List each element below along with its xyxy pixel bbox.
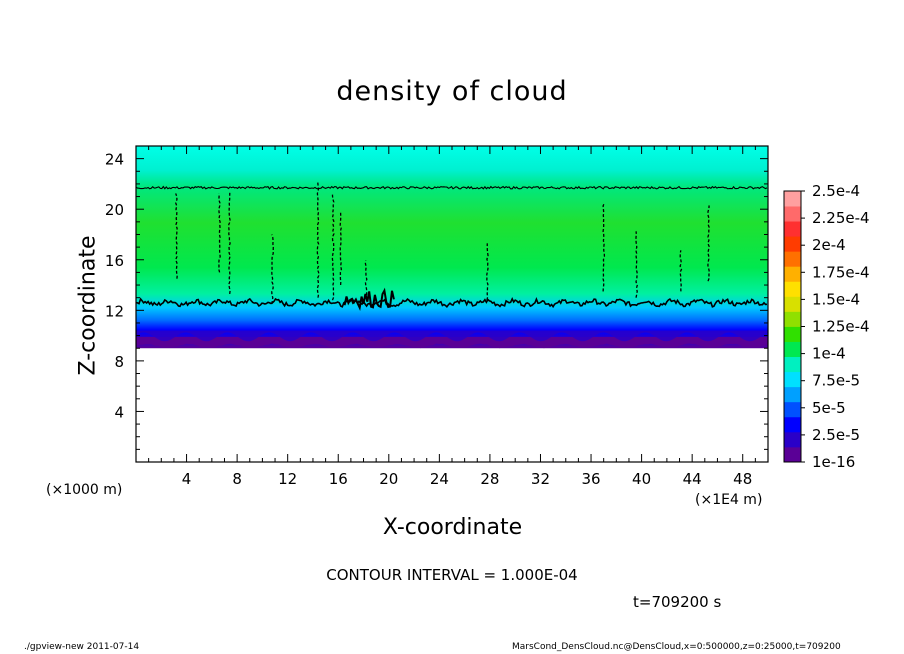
x-tick-label: 24 (430, 470, 449, 488)
colorbar-label: 1.75e-4 (812, 263, 870, 281)
x-tick-label: 44 (683, 470, 702, 488)
contour-streak (339, 212, 343, 286)
time-label: t=709200 s (633, 593, 722, 611)
x-tick-label: 32 (531, 470, 550, 488)
colorbar-label: 5e-5 (812, 399, 846, 417)
colorbar-swatch (784, 281, 801, 297)
y-tick-label: 16 (105, 252, 124, 270)
x-tick-label: 40 (632, 470, 651, 488)
contour-streak (175, 193, 178, 279)
footer-right: MarsCond_DensCloud.nc@DensCloud,x=0:5000… (512, 642, 841, 652)
contour-streak (331, 192, 335, 301)
colorbar-swatch (784, 206, 801, 222)
colorbar-swatch (784, 341, 801, 358)
footer-left: ./gpview-new 2011-07-14 (24, 642, 140, 652)
x-tick-label: 12 (278, 470, 297, 488)
contour-streak (271, 234, 274, 305)
contour-streak (679, 250, 683, 292)
colorbar-swatch (784, 296, 801, 312)
x-tick-label: 20 (379, 470, 398, 488)
colorbar-swatch (784, 446, 801, 463)
cloud-lower-band (136, 330, 768, 342)
contour-interval-label: CONTOUR INTERVAL = 1.000E-04 (326, 566, 578, 584)
contour-streak (316, 180, 320, 298)
contour-streak (707, 205, 710, 282)
colorbar-swatch (784, 191, 801, 207)
colorbar-swatch (784, 266, 801, 282)
y-tick-label: 4 (114, 403, 124, 421)
colorbar-label: 1e-16 (812, 453, 855, 471)
colorbar-swatch (784, 221, 801, 237)
cloud-field (136, 146, 768, 349)
contour-streak (364, 260, 368, 296)
colorbar-label: 2e-4 (812, 236, 846, 254)
colorbar-label: 2.25e-4 (812, 209, 870, 227)
colorbar-swatch (784, 356, 801, 373)
colorbar-label: 2.5e-5 (812, 426, 860, 444)
colorbar-swatch (784, 386, 801, 403)
y-axis-label: Z-coordinate (75, 235, 101, 376)
contour-streak (218, 193, 221, 273)
x-tick-label: 36 (581, 470, 600, 488)
x-scale-label: (×1E4 m) (695, 492, 763, 508)
colorbar-swatch (784, 251, 801, 267)
y-tick-label: 12 (105, 302, 124, 320)
y-tick-label: 8 (114, 353, 124, 371)
colorbar-swatch (784, 416, 801, 433)
colorbar-swatch (784, 401, 801, 418)
contour-streak (228, 192, 231, 294)
colorbar-swatch (784, 371, 801, 388)
x-tick-label: 28 (480, 470, 499, 488)
contour-line (135, 185, 768, 190)
colorbar-label: 7.5e-5 (812, 372, 860, 390)
contour-clump (343, 287, 395, 311)
colorbar-label: 1.25e-4 (812, 318, 870, 336)
contour-line (135, 297, 768, 309)
x-unit-label: (×1000 m) (46, 482, 123, 498)
x-axis-label: X-coordinate (382, 515, 523, 540)
y-tick-label: 20 (105, 201, 124, 219)
colorbar-swatch (784, 431, 801, 448)
x-tick-label: 16 (329, 470, 348, 488)
x-tick-label: 48 (733, 470, 752, 488)
x-tick-label: 8 (232, 470, 242, 488)
chart-title: density of cloud (336, 76, 568, 107)
colorbar-label: 2.5e-4 (812, 182, 860, 200)
x-tick-label: 4 (182, 470, 192, 488)
contour-streak (635, 231, 638, 298)
colorbar-label: 1.5e-4 (812, 290, 860, 308)
y-tick-label: 24 (105, 151, 124, 169)
colorbar-swatch (784, 311, 801, 327)
colorbar-label: 1e-4 (812, 345, 846, 363)
colorbar-swatch (784, 236, 801, 252)
colorbar-swatch (784, 326, 801, 342)
